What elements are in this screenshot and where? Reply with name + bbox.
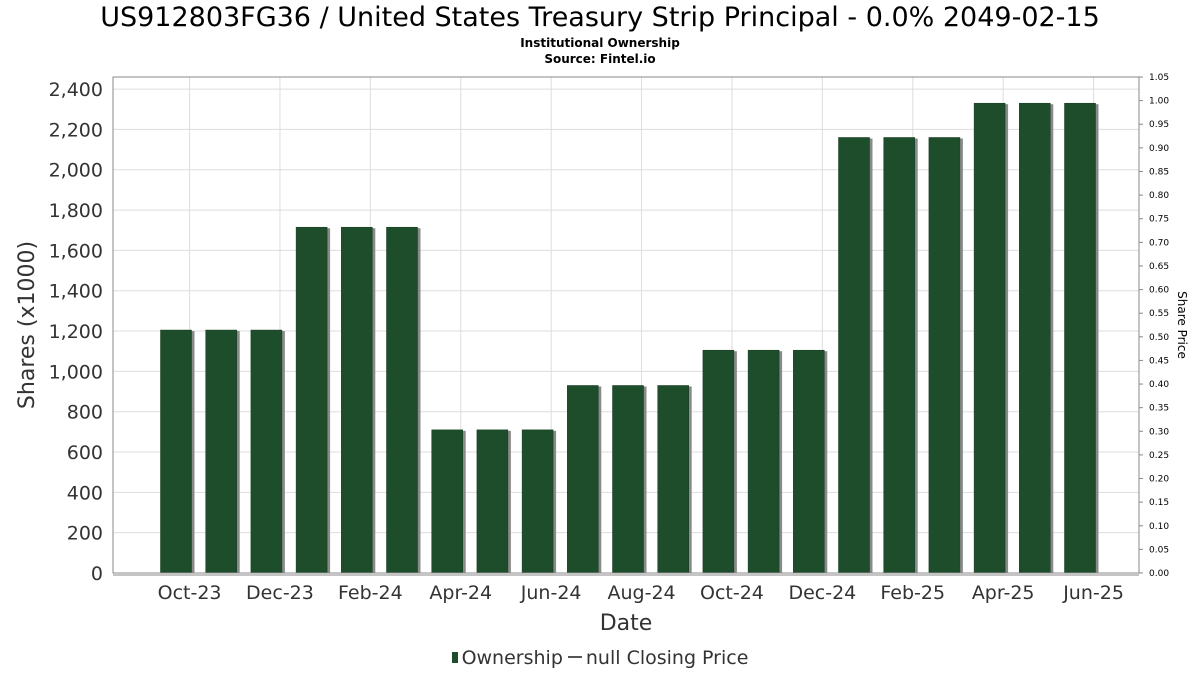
y2-tick-label: 0.35 bbox=[1149, 404, 1169, 414]
chart-legend: Ownership null Closing Price bbox=[0, 647, 1200, 669]
ownership-bar bbox=[928, 137, 961, 574]
x-tick-label: Apr-25 bbox=[972, 582, 1035, 604]
y2-tick-label: 0.65 bbox=[1149, 262, 1169, 272]
x-tick-label: Oct-23 bbox=[158, 582, 222, 604]
y2-tick-label: 0.40 bbox=[1149, 380, 1169, 390]
y-tick-label: 1,800 bbox=[49, 200, 103, 222]
chart-subtitle: Institutional Ownership bbox=[520, 36, 680, 50]
y2-tick-label: 0.45 bbox=[1149, 356, 1169, 366]
ownership-bar bbox=[1019, 102, 1051, 574]
ownership-legend-swatch bbox=[451, 652, 458, 663]
y-tick-label: 200 bbox=[67, 523, 103, 545]
y-tick-label: 600 bbox=[67, 442, 103, 464]
y2-tick-label: 0.55 bbox=[1149, 309, 1169, 319]
y2-tick-label: 1.05 bbox=[1149, 73, 1169, 83]
ownership-bar bbox=[612, 385, 644, 574]
ownership-bar bbox=[521, 429, 554, 574]
y-tick-label: 1,600 bbox=[49, 240, 103, 262]
x-tick-label: Oct-24 bbox=[700, 582, 764, 604]
ownership-bar bbox=[1064, 102, 1096, 574]
ownership-bar bbox=[702, 349, 735, 574]
plot-border bbox=[112, 76, 1140, 574]
ownership-bar bbox=[793, 349, 825, 574]
y-tick-label: 1,000 bbox=[49, 361, 103, 383]
y2-tick-label: 0.00 bbox=[1149, 569, 1169, 579]
y2-tick-label: 0.90 bbox=[1149, 144, 1169, 154]
y-tick-label: 2,000 bbox=[49, 160, 103, 182]
y2-tick-label: 0.15 bbox=[1149, 498, 1169, 508]
price-legend-line bbox=[567, 656, 582, 658]
ownership-bar bbox=[657, 385, 689, 574]
ownership-bar bbox=[205, 329, 237, 574]
y-tick-label: 0 bbox=[91, 563, 103, 585]
ownership-bar bbox=[295, 226, 328, 574]
y2-tick-label: 0.60 bbox=[1149, 286, 1169, 296]
y-axis-title: Shares (x1000) bbox=[15, 241, 40, 409]
ownership-bar bbox=[250, 329, 283, 574]
x-tick-label: Apr-24 bbox=[429, 582, 492, 604]
y-tick-label: 2,200 bbox=[49, 119, 103, 141]
y2-tick-label: 0.70 bbox=[1149, 238, 1169, 248]
y2-tick-label: 0.80 bbox=[1149, 191, 1169, 201]
y-tick-label: 1,400 bbox=[49, 281, 103, 303]
y2-tick-label: 1.00 bbox=[1149, 97, 1169, 107]
y-tick-label: 2,400 bbox=[49, 79, 103, 101]
y2-tick-label: 0.05 bbox=[1149, 545, 1169, 555]
ownership-bar bbox=[973, 102, 1006, 574]
x-tick-label: Dec-24 bbox=[788, 582, 856, 604]
y2-tick-label: 0.75 bbox=[1149, 215, 1169, 225]
y2-tick-label: 0.30 bbox=[1149, 427, 1169, 437]
chart-title: US912803FG36 / United States Treasury St… bbox=[100, 2, 1100, 33]
ownership-bar bbox=[431, 429, 463, 574]
y-tick-label: 400 bbox=[67, 482, 103, 504]
y2-tick-label: 0.25 bbox=[1149, 451, 1169, 461]
ownership-bar bbox=[476, 429, 509, 574]
x-tick-label: Aug-24 bbox=[607, 582, 675, 604]
ownership-bar bbox=[883, 137, 915, 574]
y2-tick-label: 0.10 bbox=[1149, 522, 1169, 532]
x-tick-label: Dec-23 bbox=[246, 582, 314, 604]
ownership-bar bbox=[838, 137, 870, 574]
y2-tick-label: 0.95 bbox=[1149, 120, 1169, 130]
y-tick-label: 1,200 bbox=[49, 321, 103, 343]
ownership-bar bbox=[386, 226, 418, 574]
ownership-bar bbox=[341, 226, 373, 574]
ownership-bar bbox=[747, 349, 780, 574]
chart-source: Source: Fintel.io bbox=[544, 52, 656, 66]
x-axis-title: Date bbox=[600, 611, 653, 636]
ownership-bar bbox=[567, 385, 599, 574]
y2-tick-label: 0.50 bbox=[1149, 333, 1169, 343]
y2-axis-title: Share Price bbox=[1175, 291, 1189, 359]
x-tick-label: Jun-25 bbox=[1062, 582, 1124, 604]
ownership-legend-label: Ownership bbox=[461, 647, 563, 669]
price-legend-label: null Closing Price bbox=[585, 647, 749, 669]
x-tick-label: Feb-25 bbox=[880, 582, 945, 604]
ownership-bar bbox=[160, 329, 192, 574]
x-tick-label: Feb-24 bbox=[338, 582, 403, 604]
y-tick-label: 800 bbox=[67, 402, 103, 424]
y2-tick-label: 0.20 bbox=[1149, 475, 1169, 485]
x-tick-label: Jun-24 bbox=[520, 582, 582, 604]
y2-tick-label: 0.85 bbox=[1149, 167, 1169, 177]
